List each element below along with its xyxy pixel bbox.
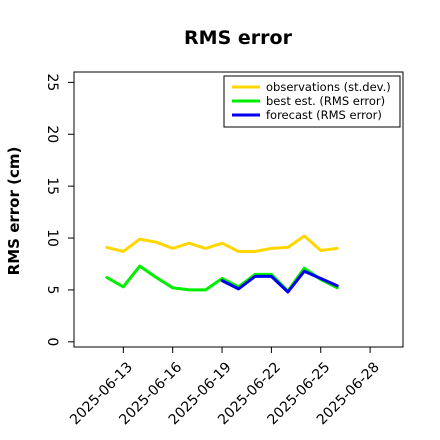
chart-title: RMS error <box>184 27 293 49</box>
y-tick-label: 5 <box>44 285 60 294</box>
series-line-1 <box>105 234 339 253</box>
y-tick-label: 0 <box>44 337 60 346</box>
legend-entry: best est. (RMS error) <box>266 94 385 108</box>
legend: observations (st.dev.)best est. (RMS err… <box>223 75 401 128</box>
y-axis-label: RMS error (cm) <box>5 147 23 276</box>
series-line-3 <box>220 269 339 294</box>
legend-entry: forecast (RMS error) <box>266 108 382 122</box>
y-tick-label: 15 <box>44 177 60 195</box>
x-axis: 2025-06-132025-06-162025-06-192025-06-22… <box>67 347 383 428</box>
series-layer <box>105 234 339 294</box>
legend-entry: observations (st.dev.) <box>266 80 391 94</box>
plot-area-frame <box>73 71 404 348</box>
y-axis: 0 5 10 15 20 25 <box>44 73 74 346</box>
series-line-2 <box>105 264 339 293</box>
y-tick-label: 10 <box>44 229 60 247</box>
y-tick-label: 20 <box>44 125 60 143</box>
y-tick-label: 25 <box>44 73 60 91</box>
